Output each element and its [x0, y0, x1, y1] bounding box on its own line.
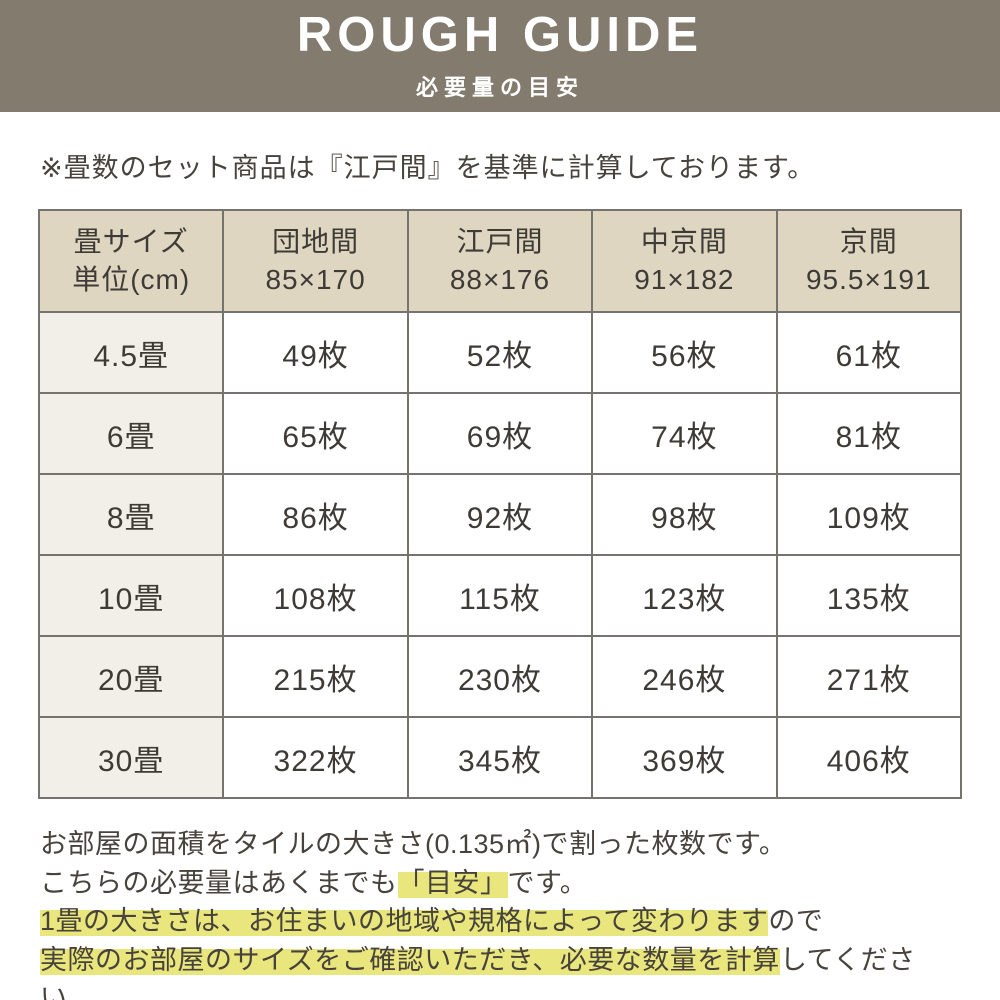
tile-quantity-table: 畳サイズ 単位(cm) 団地間 85×170 江戸間 88×176 中京間 91…: [37, 209, 963, 799]
cell-count: 369枚: [591, 716, 778, 799]
cell-count: 86枚: [222, 473, 409, 556]
table-row: 6畳 65枚 69枚 74枚 81枚: [37, 392, 963, 475]
page-title: ROUGH GUIDE: [296, 8, 704, 63]
column-header-title: 団地間: [272, 226, 360, 258]
column-header-title: 江戸間: [456, 226, 544, 258]
cell-count: 49枚: [222, 311, 409, 394]
highlighted-text: 「目安」: [397, 867, 508, 898]
cell-count: 246枚: [591, 635, 778, 718]
footer-text: してください。: [40, 944, 916, 1000]
column-header-chukyoma: 中京間 91×182: [591, 209, 778, 313]
row-label: 10畳: [37, 554, 225, 637]
table-row: 30畳 322枚 345枚 369枚 406枚: [37, 716, 963, 799]
highlighted-text: 1畳の大きさは、お住まいの地域や規格によって変わります: [40, 906, 769, 936]
page-subtitle: 必要量の目安: [415, 74, 584, 100]
column-header-edoma: 江戸間 88×176: [406, 209, 594, 313]
footer-text: ので: [768, 906, 824, 936]
table-row: 4.5畳 49枚 52枚 56枚 61枚: [37, 311, 963, 394]
table-header: 畳サイズ 単位(cm) 団地間 85×170 江戸間 88×176 中京間 91…: [37, 209, 963, 313]
column-header-title: 中京間: [640, 226, 728, 258]
cell-count: 345枚: [406, 716, 594, 799]
column-header-size: 91×182: [634, 264, 735, 295]
cell-count: 115枚: [406, 554, 594, 637]
footer-line-confirm-size: 実際のお部屋のサイズをご確認いただき、必要な数量を計算してください。: [40, 941, 960, 1000]
column-header-title: 畳サイズ: [73, 226, 189, 258]
header-band: ROUGH GUIDE 必要量の目安: [0, 0, 1000, 112]
cell-count: 65枚: [222, 392, 409, 475]
column-header-title: 京間: [839, 226, 898, 258]
cell-count: 123枚: [591, 554, 778, 637]
cell-count: 109枚: [775, 473, 963, 556]
cell-count: 230枚: [406, 635, 594, 718]
table-body: 4.5畳 49枚 52枚 56枚 61枚 6畳 65枚 69枚 74枚 81枚 …: [37, 311, 963, 799]
cell-count: 135枚: [775, 554, 963, 637]
footer-line-tatami-size-varies: 1畳の大きさは、お住まいの地域や規格によって変わりますので: [40, 902, 960, 941]
row-label: 8畳: [37, 473, 225, 556]
cell-count: 74枚: [591, 392, 778, 475]
row-label: 20畳: [37, 635, 225, 718]
column-header-kyoma: 京間 95.5×191: [775, 209, 963, 313]
cell-count: 56枚: [591, 311, 778, 394]
cell-count: 52枚: [406, 311, 594, 394]
footer-text: です。: [507, 867, 588, 898]
cell-count: 322枚: [222, 716, 409, 799]
cell-count: 98枚: [591, 473, 778, 556]
calculation-basis-note: ※畳数のセット商品は『江戸間』を基準に計算しております。: [40, 153, 816, 183]
row-label: 30畳: [37, 716, 225, 799]
column-header-unit: 単位(cm): [72, 264, 191, 295]
column-header-size: 95.5×191: [805, 264, 932, 295]
row-label: 4.5畳: [37, 311, 225, 394]
footer-line-calculation: お部屋の面積をタイルの大きさ(0.135㎡)で割った枚数です。: [40, 829, 787, 859]
footer-line-estimate: こちらの必要量はあくまでも「目安」です。: [40, 864, 960, 903]
row-label: 6畳: [37, 392, 225, 475]
table-header-row: 畳サイズ 単位(cm) 団地間 85×170 江戸間 88×176 中京間 91…: [37, 209, 963, 313]
column-header-tatami-size: 畳サイズ 単位(cm): [37, 209, 225, 313]
column-header-size: 85×170: [265, 264, 366, 295]
table-row: 20畳 215枚 230枚 246枚 271枚: [37, 635, 963, 718]
table-row: 10畳 108枚 115枚 123枚 135枚: [37, 554, 963, 637]
column-header-size: 88×176: [449, 264, 551, 295]
column-header-danchima: 団地間 85×170: [222, 209, 409, 313]
cell-count: 69枚: [406, 392, 594, 475]
cell-count: 61枚: [775, 311, 963, 394]
cell-count: 215枚: [222, 635, 409, 718]
cell-count: 108枚: [222, 554, 409, 637]
highlighted-text: 実際のお部屋のサイズをご確認いただき、必要な数量を計算: [40, 944, 780, 975]
cell-count: 406枚: [775, 716, 963, 799]
cell-count: 92枚: [406, 473, 594, 556]
cell-count: 81枚: [775, 392, 963, 475]
footer-notes: お部屋の面積をタイルの大きさ(0.135㎡)で割った枚数です。 こちらの必要量は…: [40, 825, 960, 1000]
cell-count: 271枚: [775, 635, 963, 718]
table-row: 8畳 86枚 92枚 98枚 109枚: [37, 473, 963, 556]
footer-text: こちらの必要量はあくまでも: [40, 867, 398, 898]
